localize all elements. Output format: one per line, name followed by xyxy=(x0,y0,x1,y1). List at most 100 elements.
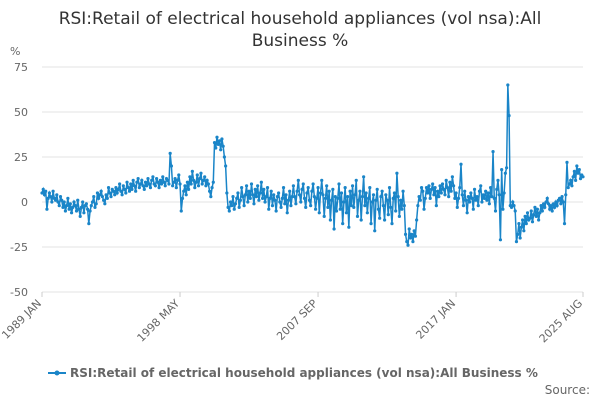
point xyxy=(166,178,170,182)
point xyxy=(569,178,573,182)
point xyxy=(535,207,540,211)
point xyxy=(498,238,503,242)
point xyxy=(53,198,58,202)
point xyxy=(350,184,355,188)
point xyxy=(524,222,528,226)
point xyxy=(264,195,268,199)
point xyxy=(72,200,76,204)
point xyxy=(254,195,259,199)
point xyxy=(540,209,544,213)
point xyxy=(444,178,448,182)
point xyxy=(95,191,100,195)
point xyxy=(113,193,117,197)
point xyxy=(182,189,186,193)
point xyxy=(127,189,132,193)
point xyxy=(307,198,312,202)
point xyxy=(331,187,335,191)
point xyxy=(275,195,279,199)
point xyxy=(318,191,323,195)
point xyxy=(293,195,297,199)
point xyxy=(466,195,470,199)
y-tick-label: 75 xyxy=(14,61,28,74)
point xyxy=(422,207,426,211)
point xyxy=(358,189,362,193)
point xyxy=(577,168,581,172)
point xyxy=(317,211,321,215)
point xyxy=(484,189,488,193)
point xyxy=(548,207,552,211)
point xyxy=(455,205,459,209)
point xyxy=(432,193,436,197)
point xyxy=(151,175,155,179)
point xyxy=(116,187,121,191)
point xyxy=(77,207,81,211)
point xyxy=(386,213,390,217)
point xyxy=(399,198,403,202)
point xyxy=(88,209,92,213)
point xyxy=(344,211,348,215)
point xyxy=(248,196,252,200)
point xyxy=(51,189,55,193)
point xyxy=(355,214,360,218)
point xyxy=(463,189,467,193)
point xyxy=(459,162,463,166)
point xyxy=(380,189,384,193)
point xyxy=(412,229,416,233)
point xyxy=(153,184,157,188)
point xyxy=(171,184,175,188)
point xyxy=(58,195,63,199)
series-line xyxy=(41,84,584,246)
point xyxy=(227,209,231,213)
point xyxy=(442,187,446,191)
legend-marker xyxy=(54,370,60,376)
point xyxy=(135,180,139,184)
point xyxy=(173,177,177,181)
point xyxy=(118,182,122,186)
point xyxy=(452,184,456,188)
point xyxy=(122,187,127,191)
point xyxy=(429,187,434,191)
point xyxy=(551,202,556,206)
point xyxy=(295,189,299,193)
point xyxy=(560,195,564,199)
point xyxy=(581,175,585,179)
point xyxy=(136,177,140,181)
point xyxy=(426,191,430,195)
point xyxy=(476,204,480,208)
y-tick-label: -50 xyxy=(10,286,28,299)
point xyxy=(506,83,510,87)
point xyxy=(390,222,394,226)
point xyxy=(78,214,82,218)
point xyxy=(549,204,553,208)
point xyxy=(495,187,499,191)
point xyxy=(236,191,240,195)
point xyxy=(306,186,310,190)
point xyxy=(545,196,549,200)
point xyxy=(507,114,511,118)
point xyxy=(419,186,424,190)
point xyxy=(44,189,48,193)
point xyxy=(490,195,494,199)
point xyxy=(142,187,146,191)
point xyxy=(41,187,45,191)
point xyxy=(366,196,371,200)
point xyxy=(85,207,90,211)
point xyxy=(50,200,54,204)
point xyxy=(343,186,347,190)
y-tick-label: 50 xyxy=(14,106,28,119)
point xyxy=(283,202,287,206)
point xyxy=(290,195,294,199)
point xyxy=(108,191,112,195)
point xyxy=(387,186,392,190)
point xyxy=(146,177,150,181)
point xyxy=(434,204,438,208)
point xyxy=(395,171,399,175)
point xyxy=(267,207,271,211)
point xyxy=(546,202,551,206)
point xyxy=(550,209,554,213)
point xyxy=(98,193,102,197)
point xyxy=(172,180,176,184)
point xyxy=(297,193,302,197)
point xyxy=(224,164,228,168)
point xyxy=(354,178,358,182)
